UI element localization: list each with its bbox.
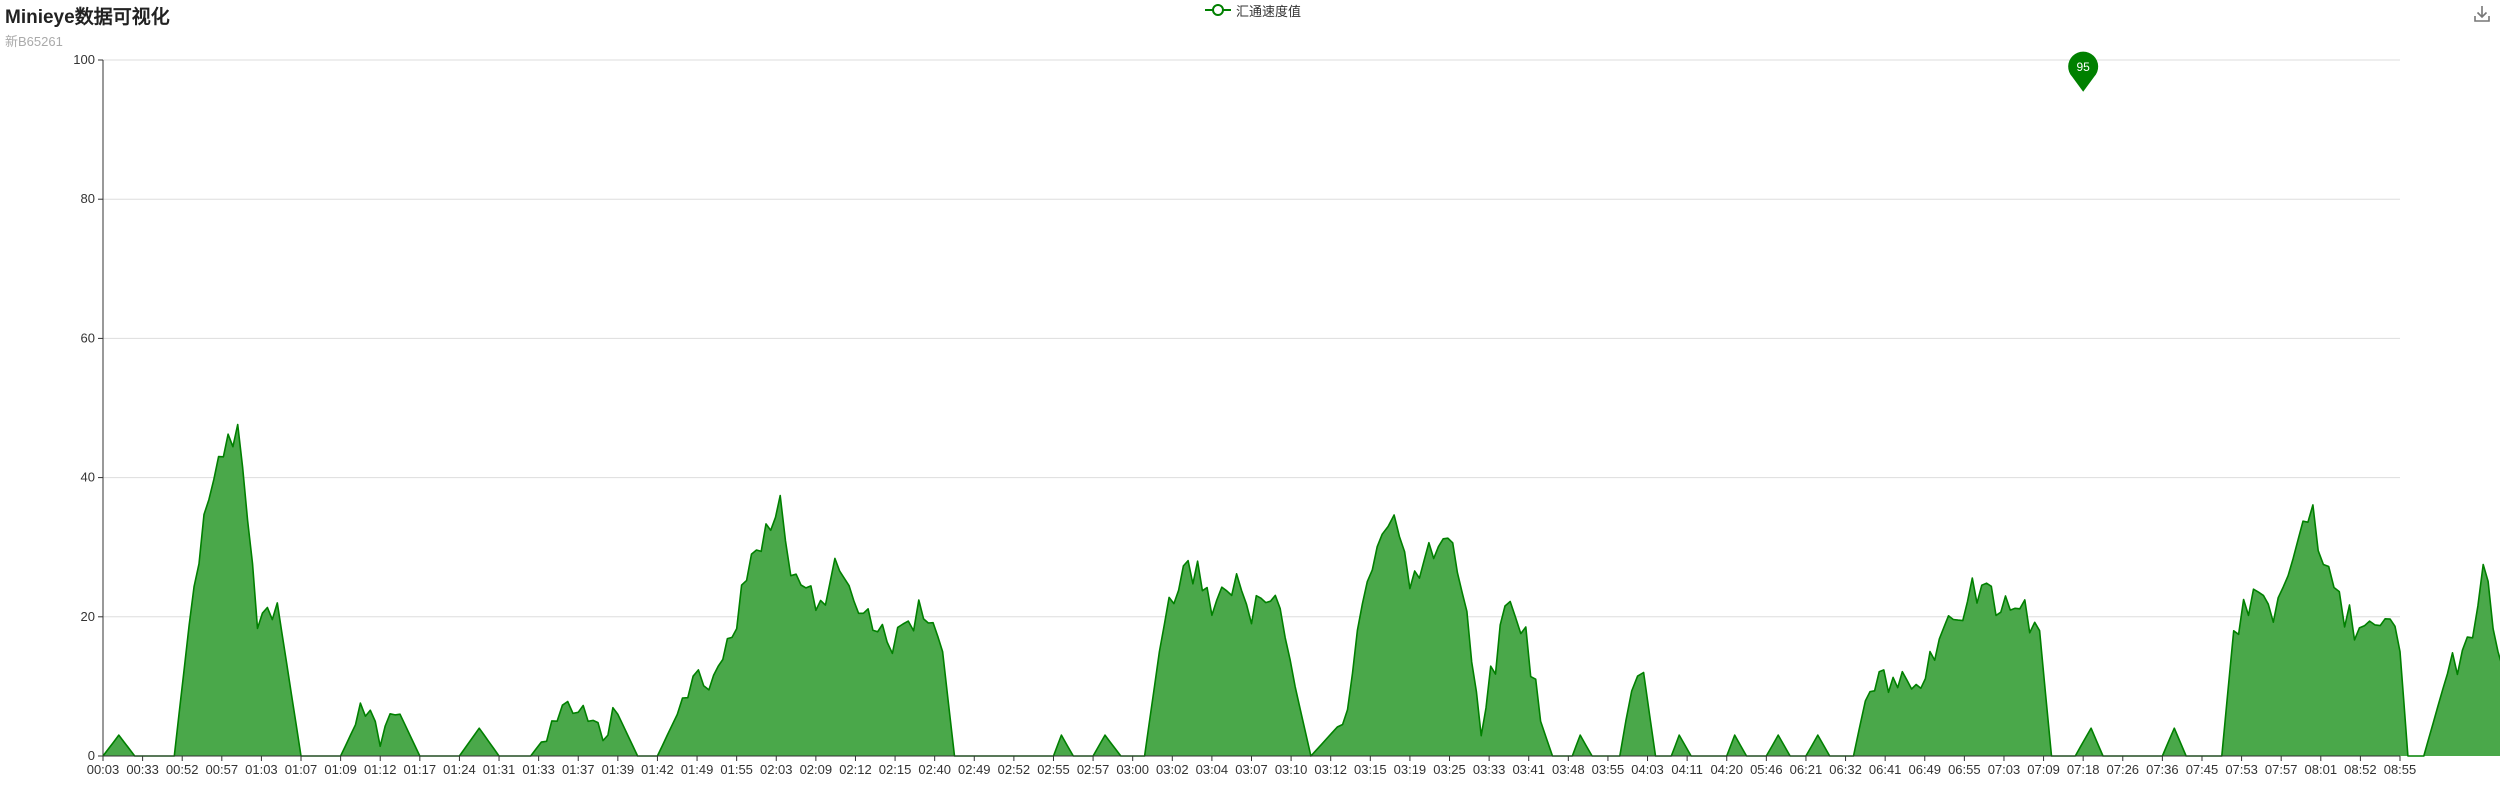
x-tick-label: 02:52 [998,762,1031,777]
x-tick-label: 03:07 [1235,762,1268,777]
x-tick-label: 03:10 [1275,762,1308,777]
x-tick-label: 02:03 [760,762,793,777]
x-tick-label: 01:37 [562,762,595,777]
x-tick-label: 03:41 [1512,762,1545,777]
x-tick-label: 06:21 [1790,762,1823,777]
chart-title: Minieye数据可视化 [5,7,170,28]
x-tick-label: 01:55 [720,762,753,777]
y-tick-label: 0 [88,748,95,763]
y-tick-label: 20 [81,609,95,624]
x-tick-label: 05:46 [1750,762,1783,777]
x-tick-label: 03:25 [1433,762,1466,777]
x-tick-label: 01:03 [245,762,278,777]
x-tick-label: 08:01 [2305,762,2338,777]
x-tick-label: 07:36 [2146,762,2179,777]
x-tick-label: 08:55 [2384,762,2417,777]
x-tick-label: 06:55 [1948,762,1981,777]
x-tick-label: 01:31 [483,762,516,777]
x-tick-label: 03:48 [1552,762,1585,777]
x-tick-label: 00:57 [206,762,239,777]
x-tick-label: 02:09 [800,762,833,777]
x-tick-label: 00:52 [166,762,199,777]
y-tick-label: 100 [73,52,95,67]
x-tick-label: 01:33 [522,762,555,777]
max-marker-label: 95 [2076,60,2090,74]
x-tick-label: 02:15 [879,762,912,777]
x-tick-label: 04:03 [1631,762,1664,777]
x-tick-label: 04:20 [1710,762,1743,777]
x-tick-label: 01:07 [285,762,318,777]
x-tick-label: 07:45 [2186,762,2219,777]
series-line[interactable] [102,100,2500,757]
x-tick-label: 02:55 [1037,762,1070,777]
x-tick-label: 07:03 [1988,762,2021,777]
x-tick-label: 03:55 [1592,762,1625,777]
x-tick-label: 02:12 [839,762,872,777]
grid-lines [103,59,2400,618]
x-tick-label: 01:39 [602,762,635,777]
x-tick-label: 07:26 [2107,762,2140,777]
x-tick-label: 03:00 [1116,762,1149,777]
x-tick-label: 03:19 [1394,762,1427,777]
chart-subtitle: 新B65261 [5,34,63,49]
x-tick-label: 02:49 [958,762,991,777]
max-marker: 95 [2068,51,2099,92]
series-area-fill [103,424,2500,756]
y-axis: 0 20 40 60 80 100 [73,52,104,763]
series-area [102,100,2500,757]
x-tick-label: 08:52 [2344,762,2377,777]
x-tick-label: 07:18 [2067,762,2100,777]
x-tick-label: 01:42 [641,762,674,777]
x-tick-label: 07:09 [2027,762,2060,777]
legend-item[interactable]: 汇通速度值 [1205,2,1302,19]
y-tick-label: 60 [81,330,95,345]
download-icon[interactable] [2472,4,2492,24]
x-tick-label: 04:11 [1671,762,1703,777]
x-axis: 00:03 00:33 00:52 00:57 01:03 01:07 01:09 01:12… [87,755,2417,777]
legend-line-circle-icon [1205,4,1231,16]
x-tick-label: 07:57 [2265,762,2298,777]
x-tick-label: 02:40 [918,762,951,777]
x-tick-label: 06:49 [1908,762,1941,777]
x-tick-label: 03:15 [1354,762,1387,777]
x-tick-label: 01:12 [364,762,397,777]
x-tick-label: 03:02 [1156,762,1189,777]
max-marker-pin[interactable] [2068,51,2099,92]
x-tick-label: 00:03 [87,762,120,777]
x-tick-label: 03:04 [1196,762,1229,777]
x-tick-label: 00:33 [126,762,159,777]
x-tick-label: 01:17 [404,762,437,777]
x-tick-label: 07:53 [2225,762,2258,777]
x-tick-label: 01:49 [681,762,714,777]
x-tick-label: 01:24 [443,762,476,777]
x-tick-label: 03:33 [1473,762,1506,777]
x-tick-label: 01:09 [324,762,357,777]
legend-label: 汇通速度值 [1236,3,1302,19]
x-tick-label: 06:32 [1829,762,1862,777]
x-tick-label: 02:57 [1077,762,1110,777]
x-tick-label: 03:12 [1314,762,1347,777]
y-tick-label: 80 [81,191,95,206]
x-tick-label: 06:41 [1869,762,1902,777]
y-tick-label: 40 [81,470,95,485]
